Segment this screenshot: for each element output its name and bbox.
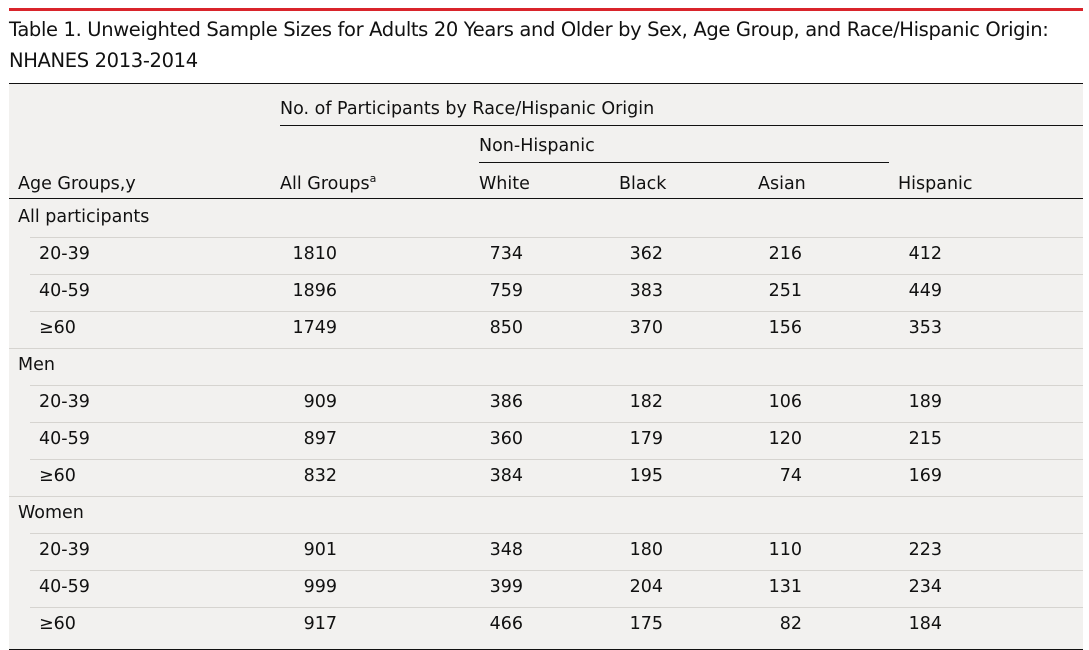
group-divider — [9, 496, 1083, 497]
cell-all: 832 — [303, 466, 337, 486]
cell-all: 897 — [303, 429, 337, 449]
cell-asian: 82 — [779, 614, 802, 634]
cell-age: 40-59 — [39, 429, 90, 449]
cell-asian: 216 — [768, 244, 802, 264]
cell-all: 1896 — [292, 281, 337, 301]
cell-white: 466 — [489, 614, 523, 634]
cell-black: 195 — [629, 466, 663, 486]
col-header-hispanic: Hispanic — [898, 174, 973, 194]
cell-black: 383 — [629, 281, 663, 301]
cell-black: 204 — [629, 577, 663, 597]
col-header-all-groups-footnote: a — [369, 172, 377, 186]
cell-asian: 120 — [768, 429, 802, 449]
group-label: All participants — [18, 207, 150, 227]
cell-asian: 131 — [768, 577, 802, 597]
row-divider — [30, 533, 1083, 534]
cell-hispanic: 169 — [908, 466, 942, 486]
cell-age: 20-39 — [39, 540, 90, 560]
cell-black: 362 — [629, 244, 663, 264]
group-label: Women — [18, 503, 84, 523]
cell-asian: 74 — [779, 466, 802, 486]
cell-white: 360 — [489, 429, 523, 449]
data-table: No. of Participants by Race/Hispanic Ori… — [9, 83, 1083, 650]
cell-hispanic: 215 — [908, 429, 942, 449]
cell-white: 850 — [489, 318, 523, 338]
cell-hispanic: 412 — [908, 244, 942, 264]
row-divider — [30, 570, 1083, 571]
row-divider — [30, 311, 1083, 312]
col-header-all-groups-label: All Groups — [280, 174, 370, 194]
col-header-asian: Asian — [758, 174, 806, 194]
cell-asian: 156 — [768, 318, 802, 338]
cell-hispanic: 184 — [908, 614, 942, 634]
cell-white: 384 — [489, 466, 523, 486]
header-subspanner: Non-Hispanic — [479, 136, 595, 156]
cell-hispanic: 449 — [908, 281, 942, 301]
cell-white: 734 — [489, 244, 523, 264]
cell-asian: 251 — [768, 281, 802, 301]
cell-asian: 106 — [768, 392, 802, 412]
cell-age: 40-59 — [39, 577, 90, 597]
cell-age: ≥60 — [39, 318, 76, 338]
cell-age: 20-39 — [39, 244, 90, 264]
cell-hispanic: 223 — [908, 540, 942, 560]
cell-age: 40-59 — [39, 281, 90, 301]
cell-all: 909 — [303, 392, 337, 412]
subspanner-rule — [479, 162, 889, 163]
cell-hispanic: 234 — [908, 577, 942, 597]
cell-black: 180 — [629, 540, 663, 560]
col-header-white: White — [479, 174, 530, 194]
cell-all: 1749 — [292, 318, 337, 338]
cell-white: 759 — [489, 281, 523, 301]
cell-white: 399 — [489, 577, 523, 597]
header-spanner: No. of Participants by Race/Hispanic Ori… — [280, 99, 655, 119]
cell-white: 348 — [489, 540, 523, 560]
col-header-all-groups: All Groupsa — [280, 173, 376, 195]
cell-black: 182 — [629, 392, 663, 412]
row-divider — [30, 459, 1083, 460]
col-header-age: Age Groups,y — [18, 174, 136, 194]
cell-age: ≥60 — [39, 614, 76, 634]
group-divider — [9, 348, 1083, 349]
cell-all: 999 — [303, 577, 337, 597]
col-header-black: Black — [619, 174, 667, 194]
cell-hispanic: 353 — [908, 318, 942, 338]
row-divider — [30, 422, 1083, 423]
row-divider — [30, 607, 1083, 608]
cell-hispanic: 189 — [908, 392, 942, 412]
cell-black: 175 — [629, 614, 663, 634]
row-divider — [30, 274, 1083, 275]
cell-all: 1810 — [292, 244, 337, 264]
cell-age: ≥60 — [39, 466, 76, 486]
row-divider — [30, 237, 1083, 238]
table-caption: Table 1. Unweighted Sample Sizes for Adu… — [9, 18, 1049, 72]
cell-white: 386 — [489, 392, 523, 412]
cell-black: 370 — [629, 318, 663, 338]
caption-accent-rule — [9, 8, 1083, 11]
cell-age: 20-39 — [39, 392, 90, 412]
cell-all: 901 — [303, 540, 337, 560]
row-divider — [30, 385, 1083, 386]
cell-black: 179 — [629, 429, 663, 449]
cell-asian: 110 — [768, 540, 802, 560]
header-bottom-rule — [9, 198, 1083, 199]
group-label: Men — [18, 355, 55, 375]
cell-all: 917 — [303, 614, 337, 634]
spanner-rule — [280, 125, 1083, 126]
